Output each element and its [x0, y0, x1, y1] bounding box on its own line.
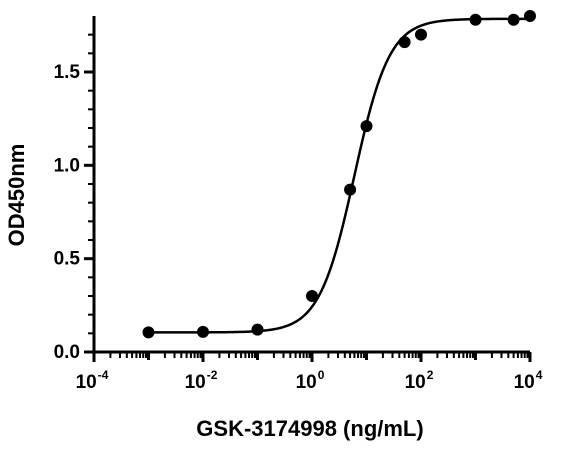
data-point — [251, 323, 264, 336]
x-tick-label: 104 — [514, 368, 543, 393]
y-axis-title: OD450nm — [4, 144, 29, 247]
x-tick-base: 10 — [185, 372, 206, 393]
x-tick-exponent: -2 — [207, 368, 218, 382]
x-tick-base: 10 — [76, 372, 97, 393]
x-tick-label: 102 — [405, 368, 434, 393]
data-point — [142, 326, 155, 339]
x-axis-title: GSK-3174998 (ng/mL) — [196, 416, 423, 441]
x-tick-exponent: -4 — [98, 368, 109, 382]
x-tick-label: 100 — [296, 368, 325, 393]
x-tick-base: 10 — [405, 372, 426, 393]
data-point — [507, 13, 520, 26]
data-point — [469, 13, 482, 26]
x-tick-label: 10-2 — [185, 368, 218, 393]
x-tick-exponent: 2 — [427, 368, 434, 382]
data-point — [360, 120, 373, 133]
y-tick-label: 1.0 — [54, 155, 80, 176]
fit-curve — [148, 17, 531, 334]
x-tick-label: 10-4 — [76, 368, 109, 393]
x-tick-exponent: 4 — [536, 368, 543, 382]
x-tick-exponent: 0 — [318, 368, 325, 382]
y-tick-label: 1.5 — [54, 62, 81, 83]
data-point — [415, 28, 427, 41]
plot-layer — [142, 10, 536, 339]
x-axis: 10-4 10-2 100 102 104 — [76, 350, 543, 393]
data-point — [344, 183, 357, 196]
x-tick-base: 10 — [296, 372, 317, 393]
data-point — [524, 10, 536, 22]
data-point — [197, 325, 209, 338]
x-tick-base: 10 — [514, 372, 535, 393]
y-tick-label: 0.5 — [54, 249, 81, 270]
y-axis: 0.0 0.5 1.0 1.5 — [54, 16, 96, 363]
data-point — [306, 290, 318, 302]
data-point — [398, 36, 411, 49]
y-tick-label: 0.0 — [54, 342, 80, 363]
